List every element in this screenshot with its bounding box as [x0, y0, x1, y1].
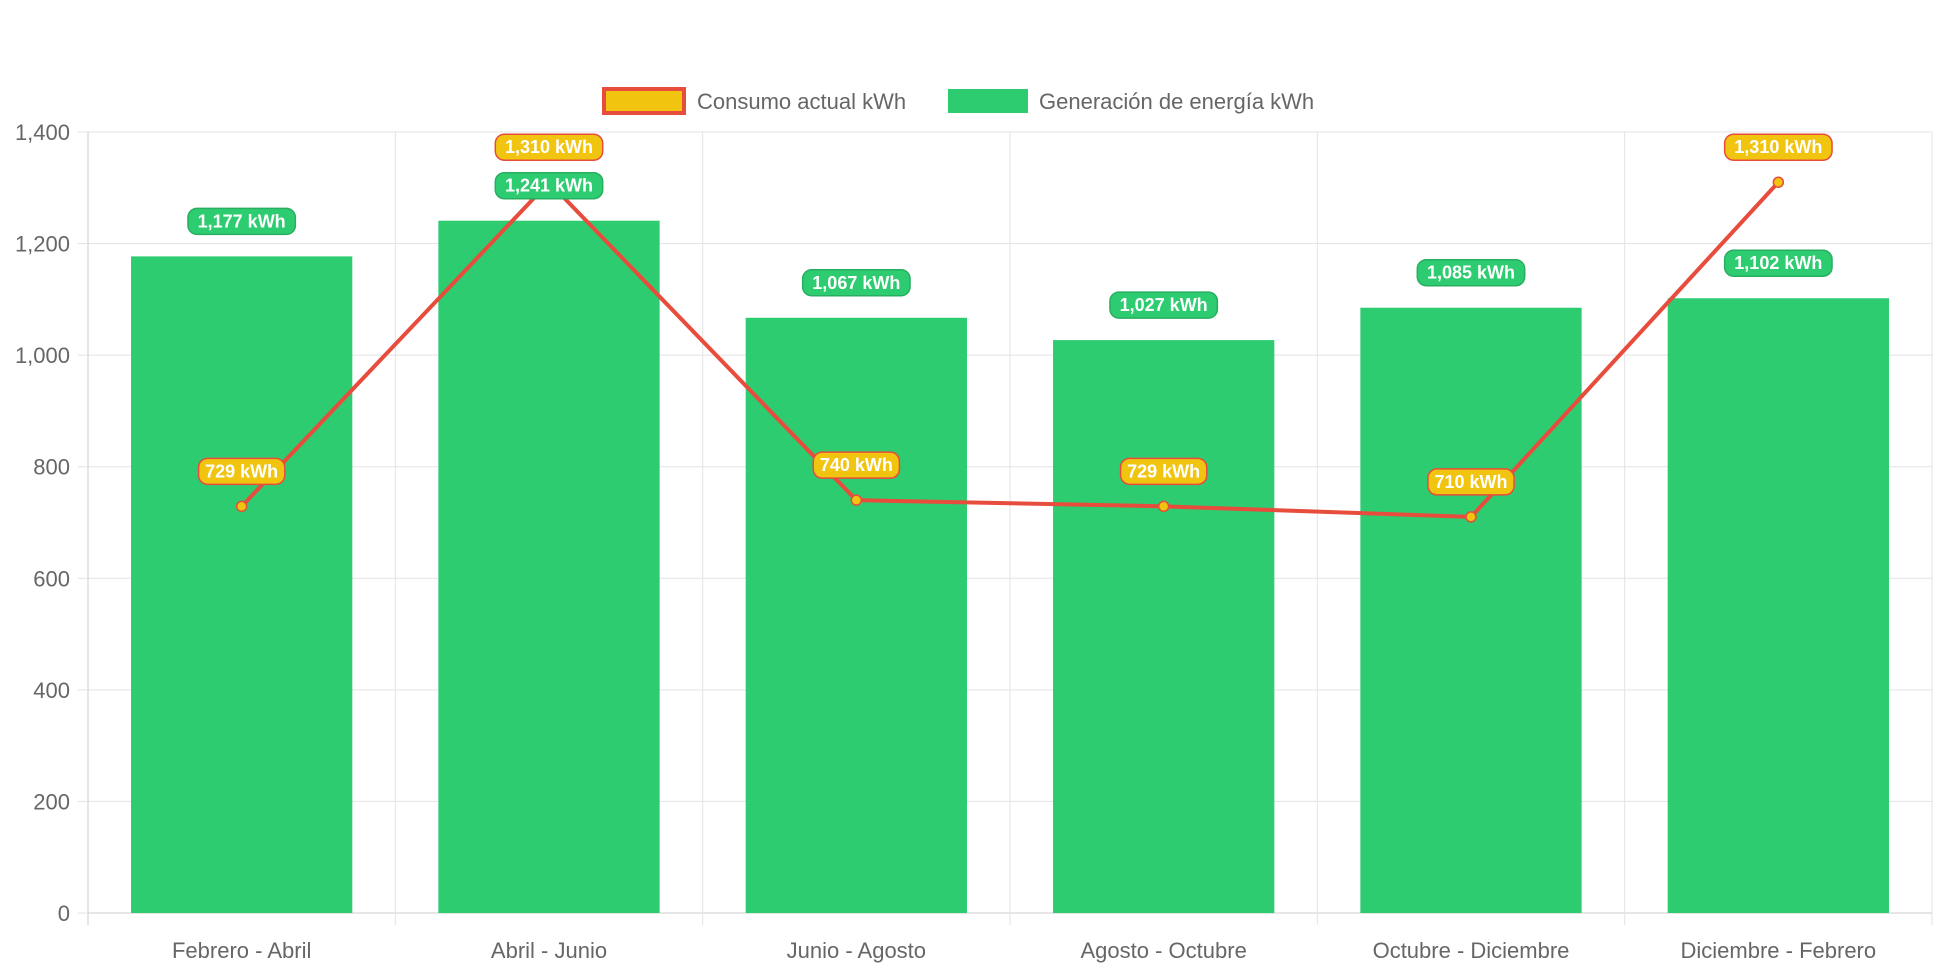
data-label-generacion: 1,241 kWh [494, 171, 604, 200]
svg-text:1,102 kWh: 1,102 kWh [1734, 253, 1822, 273]
x-tick-label: Febrero - Abril [172, 938, 311, 963]
data-label-consumo: 729 kWh [197, 457, 286, 486]
y-tick-label: 1,200 [15, 232, 70, 257]
data-label-generacion: 1,067 kWh [801, 269, 911, 297]
data-label-consumo: 1,310 kWh [1723, 133, 1833, 161]
y-tick-label: 1,000 [15, 343, 70, 368]
line-consumo [240, 180, 1780, 519]
svg-text:1,310 kWh: 1,310 kWh [1734, 137, 1822, 157]
svg-text:729 kWh: 729 kWh [1127, 461, 1200, 481]
svg-text:729 kWh: 729 kWh [205, 461, 278, 481]
legend-swatch-generacion[interactable] [948, 89, 1028, 113]
bar-generacion[interactable] [1360, 307, 1582, 914]
bars-layer [131, 220, 1889, 914]
data-label-consumo: 710 kWh [1427, 468, 1515, 496]
svg-text:1,067 kWh: 1,067 kWh [812, 273, 900, 293]
y-tick-label: 200 [33, 789, 70, 814]
bar-generacion[interactable] [1667, 298, 1889, 913]
bar-generacion[interactable] [438, 220, 660, 913]
y-tick-label: 800 [33, 455, 70, 480]
data-label-consumo: 740 kWh [812, 451, 901, 479]
data-labels-layer: 1,177 kWh 1,241 kWh 1,067 kWh 1,027 kWh 1,08… [187, 133, 1833, 496]
legend-label-generacion[interactable]: Generación de energía kWh [1039, 89, 1314, 114]
svg-text:1,027 kWh: 1,027 kWh [1120, 295, 1208, 315]
svg-text:740 kWh: 740 kWh [820, 455, 893, 475]
bar-generacion[interactable] [131, 256, 353, 914]
x-tick-label: Octubre - Diciembre [1373, 938, 1570, 963]
data-label-consumo: 729 kWh [1119, 457, 1208, 486]
x-tick-label: Agosto - Octubre [1081, 938, 1247, 963]
svg-text:1,310 kWh: 1,310 kWh [505, 137, 593, 157]
y-tick-label: 400 [33, 678, 70, 703]
legend[interactable]: Consumo actual kWh Generación de energía … [602, 87, 1314, 115]
axis-layer: 0 200 400 600 800 1,000 1,200 1,400 Febrero - Ab… [15, 120, 1876, 963]
y-tick-label: 600 [33, 566, 70, 591]
x-tick-label: Diciembre - Febrero [1681, 938, 1877, 963]
x-tick-label: Junio - Agosto [787, 938, 926, 963]
point-consumo[interactable] [850, 494, 863, 506]
y-tick-label: 1,400 [15, 120, 70, 145]
data-label-consumo: 1,310 kWh [494, 133, 604, 161]
legend-swatch-consumo[interactable] [602, 87, 686, 115]
point-consumo[interactable] [235, 500, 248, 513]
legend-label-consumo[interactable]: Consumo actual kWh [697, 89, 906, 114]
point-consumo[interactable] [1465, 511, 1477, 523]
x-tick-label: Abril - Junio [491, 938, 607, 963]
svg-text:710 kWh: 710 kWh [1434, 472, 1507, 492]
data-label-generacion: 1,027 kWh [1109, 291, 1219, 319]
point-consumo[interactable] [1772, 176, 1785, 188]
svg-text:1,241 kWh: 1,241 kWh [505, 176, 593, 196]
data-label-generacion: 1,102 kWh [1723, 249, 1833, 277]
data-label-generacion: 1,177 kWh [187, 207, 297, 236]
data-label-generacion: 1,085 kWh [1416, 258, 1526, 287]
svg-text:1,085 kWh: 1,085 kWh [1427, 263, 1515, 283]
svg-text:1,177 kWh: 1,177 kWh [198, 211, 286, 231]
grid-layer [87, 131, 1933, 925]
bar-generacion[interactable] [745, 317, 967, 913]
y-tick-label: 0 [58, 901, 70, 926]
bar-generacion[interactable] [1053, 340, 1275, 914]
point-consumo[interactable] [1157, 500, 1170, 513]
